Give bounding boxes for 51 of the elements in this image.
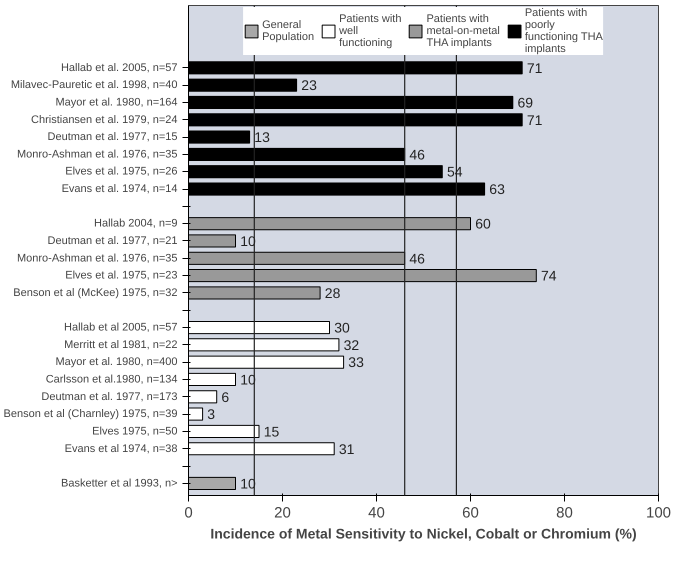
data-label: 30: [334, 320, 350, 336]
y-tick-label: Elves et al. 1975, n=26: [65, 166, 178, 178]
data-label: 71: [526, 60, 543, 76]
data-label: 46: [409, 250, 426, 266]
y-tick-label: Deutman et al. 1977, n=173: [41, 390, 178, 403]
y-tick-label: Basketter et al 1993, n>: [61, 477, 178, 490]
y-tick-label: Monro-Ashman et al. 1976, n=35: [16, 148, 178, 160]
y-tick-label: Hallab et al 2005, n=57: [64, 322, 178, 334]
y-tick-label: Monro-Ashman et al. 1976, n=35: [16, 252, 178, 264]
legend-label: General Population: [262, 19, 314, 43]
y-tick-label: Evans et al. 1974, n=14: [62, 183, 178, 196]
y-tick-label: Benson et al (McKee) 1975, n=32: [13, 286, 178, 299]
x-tick-label: 100: [646, 504, 672, 522]
y-tick-label: Deutman et al. 1977, n=15: [48, 131, 178, 144]
y-tick-label: Evans et al 1974, n=38: [64, 442, 178, 455]
x-tick-label: 20: [274, 504, 291, 522]
y-tick-label: Merritt et al 1981, n=22: [64, 338, 178, 351]
y-tick-label: Deutman et al. 1977, n=21: [48, 234, 178, 247]
data-label: 33: [348, 354, 364, 370]
y-tick-label: Benson et al (Charnley) 1975, n=39: [4, 408, 178, 420]
x-axis-title: Incidence of Metal Sensitivity to Nickel, Cobalt or Chromium (%): [210, 526, 637, 542]
data-label: 69: [518, 94, 534, 110]
data-label: 3: [207, 406, 216, 422]
legend-label: Patients with well functioning: [339, 13, 402, 49]
data-label: 74: [541, 268, 557, 284]
legend-label: Patients with poorly functioning THA implants: [524, 7, 603, 55]
x-tick-label: 40: [368, 504, 385, 522]
y-tick-label: Mayor et al. 1980, n=164: [56, 96, 178, 108]
y-tick-label: Milavec-Pauretic et al. 1998, n=40: [10, 79, 178, 92]
x-tick-label: 60: [462, 504, 479, 522]
data-label: 31: [338, 440, 355, 457]
legend-label: Patients with metal-on-metal THA implants: [426, 13, 500, 49]
data-label: 23: [301, 77, 318, 94]
y-tick-label: Hallab 2004, n=9: [94, 218, 178, 230]
x-tick-label: 0: [184, 504, 193, 522]
y-tick-label: Elves et al. 1975, n=23: [65, 270, 178, 282]
data-label: 13: [254, 129, 270, 146]
x-tick-label: 80: [556, 504, 573, 522]
y-tick-label: Mayor et al. 1980, n=400: [56, 356, 178, 368]
y-tick-label: Hallab et al. 2005, n=57: [60, 62, 178, 74]
data-label: 15: [264, 423, 280, 440]
y-tick-label: Christiansen et al. 1979, n=24: [31, 114, 178, 126]
data-label: 6: [221, 388, 230, 405]
data-label: 60: [475, 216, 491, 232]
data-label: 32: [344, 336, 360, 353]
y-tick-label: Carlsson et al.1980, n=134: [46, 373, 178, 386]
data-label: 71: [526, 112, 543, 128]
data-label: 46: [409, 146, 426, 162]
data-label: 28: [324, 284, 341, 301]
data-label: 63: [489, 181, 506, 198]
y-tick-label: Elves 1975, n=50: [92, 425, 178, 438]
